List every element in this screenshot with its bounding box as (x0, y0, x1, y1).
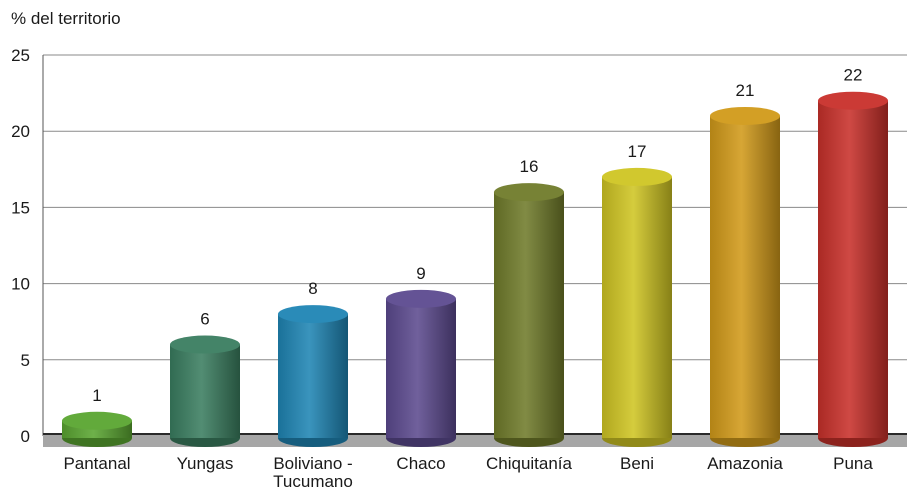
data-label: 6 (200, 310, 209, 329)
bar-body (602, 176, 672, 439)
bar-top (62, 411, 132, 430)
bar-body (170, 344, 240, 438)
y-axis-ticks: 0 5 10 15 20 25 (11, 46, 30, 446)
x-tick-label: Boliviano -Tucumano (273, 454, 353, 491)
bar (602, 167, 672, 447)
data-label: 21 (736, 81, 755, 100)
y-tick-label: 25 (11, 46, 30, 65)
bar-body (818, 100, 888, 438)
x-tick-label: Puna (833, 454, 873, 473)
bar-top (278, 305, 348, 324)
y-tick-label: 15 (11, 198, 30, 217)
y-axis-label: % del territorio (11, 9, 121, 28)
bars (62, 91, 888, 447)
x-tick-label: Beni (620, 454, 654, 473)
bar-body (494, 192, 564, 438)
x-axis-categories: Pantanal Yungas Boliviano -Tucumano Chaco Ch… (63, 454, 873, 491)
x-tick-label: Chaco (396, 454, 445, 473)
y-tick-label: 5 (21, 351, 30, 370)
bar (494, 183, 564, 447)
bar-body (386, 298, 456, 438)
bar-top (602, 167, 672, 186)
data-label: 17 (628, 142, 647, 161)
bar (278, 305, 348, 447)
bar (62, 411, 132, 447)
chart-floor (43, 434, 907, 447)
data-label: 16 (520, 157, 539, 176)
data-label: 22 (844, 66, 863, 85)
x-tick-label: Chiquitanía (486, 454, 573, 473)
bar-top (170, 335, 240, 354)
y-tick-label: 20 (11, 122, 30, 141)
y-tick-label: 0 (21, 427, 30, 446)
bar-body (278, 314, 348, 438)
bar (170, 335, 240, 447)
x-tick-label: Pantanal (63, 454, 130, 473)
data-label: 9 (416, 264, 425, 283)
data-label: 1 (92, 386, 101, 405)
bar-top (494, 183, 564, 202)
bar-top (386, 289, 456, 308)
bar (710, 106, 780, 447)
bar (818, 91, 888, 447)
bar (386, 289, 456, 447)
x-tick-label: Yungas (177, 454, 234, 473)
data-label: 8 (308, 279, 317, 298)
bar-top (710, 106, 780, 125)
bar-top (818, 91, 888, 110)
x-tick-label: Amazonia (707, 454, 783, 473)
bar-body (710, 115, 780, 439)
y-tick-label: 10 (11, 275, 30, 294)
